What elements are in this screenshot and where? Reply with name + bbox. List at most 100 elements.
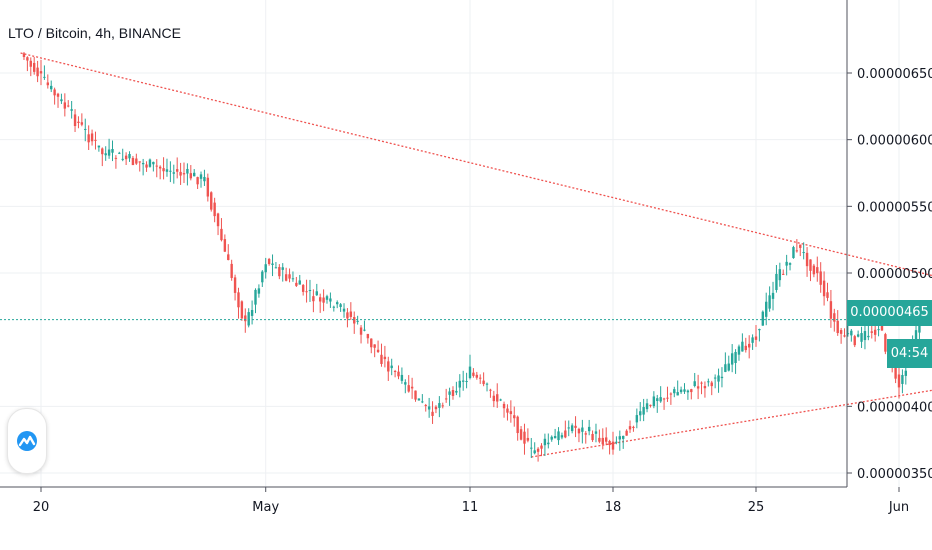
candle-body (536, 448, 540, 452)
candle-body (884, 334, 887, 352)
candle-body (182, 173, 186, 175)
candle-body (370, 338, 373, 348)
candle-body (342, 308, 346, 312)
candle-body (509, 411, 513, 415)
candle-body (628, 426, 632, 430)
candle-body (434, 406, 438, 410)
candle-body (43, 76, 46, 78)
candle-body (390, 365, 393, 369)
candle (717, 368, 720, 393)
candle-body (727, 363, 730, 371)
candle-body (404, 382, 407, 385)
candle (608, 439, 611, 455)
candle (179, 162, 182, 185)
candle (261, 270, 264, 287)
candle-body (683, 389, 686, 392)
candle (356, 315, 359, 325)
candle (513, 406, 516, 427)
candle-body (867, 335, 870, 338)
candle (761, 310, 765, 326)
candle (206, 173, 210, 202)
candle-body (693, 381, 696, 386)
candle (104, 146, 107, 161)
candle-body (499, 399, 502, 401)
candle (543, 433, 547, 457)
candle-body (60, 99, 63, 102)
candle-body (84, 128, 87, 130)
candle (424, 403, 427, 412)
candle-body (448, 391, 451, 395)
candle (325, 294, 329, 304)
candle-body (244, 315, 247, 322)
candle-body (325, 296, 329, 300)
candle (502, 401, 506, 418)
candle-body (346, 312, 349, 319)
candle-body (70, 109, 73, 111)
tradingview-logo-icon[interactable] (7, 408, 47, 474)
candle-body (489, 389, 492, 391)
candle (601, 428, 604, 450)
candle-body (843, 335, 846, 337)
candle (523, 423, 526, 455)
candle (496, 383, 499, 408)
candle (438, 396, 441, 418)
candle (652, 391, 656, 409)
candle-body (32, 62, 36, 72)
x-tick-label: Jun (888, 500, 909, 515)
candle-body (570, 425, 574, 432)
candle-body (802, 252, 805, 254)
candle (165, 158, 169, 177)
candle-body (305, 291, 308, 293)
candle-body (223, 239, 227, 252)
candle (417, 398, 421, 401)
candle-body (792, 247, 795, 259)
candle (598, 429, 601, 444)
candle (271, 254, 274, 277)
candle (29, 57, 32, 77)
candle-body (846, 333, 850, 335)
candle (97, 145, 101, 152)
candle-body (111, 149, 114, 153)
candle (94, 131, 97, 150)
candle (189, 165, 193, 181)
candle-body (141, 162, 145, 165)
candle-body (152, 161, 155, 165)
candle-body (581, 427, 584, 432)
candle-body (455, 390, 458, 393)
candle-body (768, 295, 771, 309)
candle-body (121, 158, 124, 160)
candle (594, 423, 598, 443)
logo-glyph (17, 431, 37, 451)
candle-body (104, 153, 107, 156)
candle (465, 372, 468, 389)
candle (758, 328, 761, 342)
candle (690, 388, 693, 400)
candle-body (216, 213, 220, 227)
x-tick-label: 25 (748, 500, 765, 515)
candle-body (288, 274, 291, 279)
candle-body (795, 250, 799, 252)
candle (216, 212, 220, 236)
candle-body (819, 271, 822, 285)
candle-body (387, 361, 390, 372)
candle (622, 435, 625, 449)
candle-body (829, 301, 833, 319)
candle (131, 155, 135, 166)
y-tick-label: 0.00000650 (857, 67, 932, 82)
candle-body (775, 273, 778, 291)
candle-body (424, 405, 427, 407)
candle-body (594, 431, 598, 434)
candle-body (550, 436, 553, 440)
candle (744, 337, 747, 353)
candle-body (206, 177, 210, 197)
candle-body (472, 372, 475, 376)
candle (295, 276, 298, 287)
candle (199, 171, 203, 188)
candle (410, 377, 414, 399)
candle-body (97, 145, 101, 148)
candle (196, 176, 199, 189)
candle (673, 386, 676, 398)
candle-body (765, 301, 768, 317)
candle-body (383, 356, 387, 360)
